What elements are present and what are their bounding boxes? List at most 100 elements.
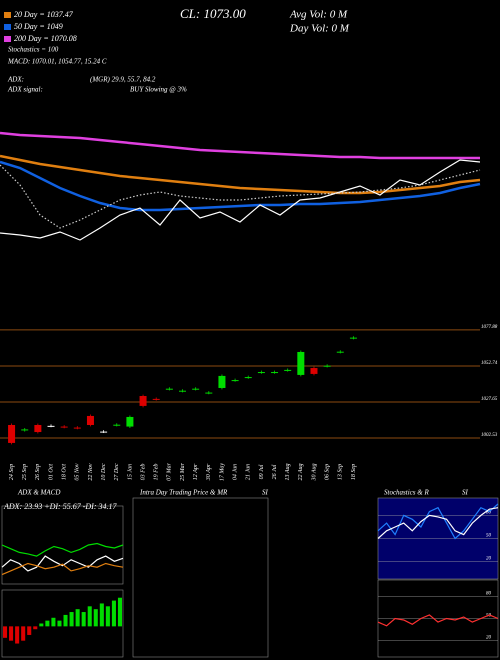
histogram-bar <box>3 626 8 638</box>
y-tick-label: 20 <box>486 636 492 641</box>
legend-swatch <box>4 24 11 30</box>
candle-body <box>297 351 305 375</box>
candle-body <box>152 398 160 400</box>
x-tick-label: 22 Nov <box>88 463 94 481</box>
x-tick-label: 06 Sep <box>325 464 331 480</box>
candle-body <box>126 416 134 427</box>
series-line <box>0 164 481 229</box>
x-tick-label: 18 Oct <box>62 464 68 480</box>
annotation: Day Vol: 0 M <box>289 23 350 35</box>
x-tick-label: 13 Sep <box>338 464 344 480</box>
x-tick-label: 09 Jul <box>259 464 265 479</box>
histogram-bar <box>39 623 44 627</box>
candle-body <box>284 369 292 371</box>
histogram-bar <box>45 620 50 627</box>
series-line <box>377 614 499 627</box>
x-tick-label: 12 Apr <box>193 463 199 480</box>
x-tick-label: 21 Jun <box>246 464 252 480</box>
panel-subtitle: SI <box>262 489 269 497</box>
x-tick-label: 30 Apr <box>206 463 212 481</box>
histogram-bar <box>75 609 80 627</box>
panel-title: ADX & MACD <box>17 489 60 497</box>
histogram-bar <box>69 612 74 627</box>
candle-body <box>139 396 147 406</box>
histogram-bar <box>99 603 104 627</box>
x-tick-label: 27 Dec <box>114 463 120 480</box>
histogram-bar <box>27 626 32 635</box>
candle-body <box>244 377 252 379</box>
candle-body <box>60 426 68 428</box>
series-line <box>0 154 481 195</box>
series-line <box>377 503 499 540</box>
histogram-bar <box>81 612 86 627</box>
x-tick-label: 25 Mar <box>180 462 186 480</box>
candle-body <box>336 351 344 353</box>
x-tick-label: 10 Dec <box>101 463 107 480</box>
x-tick-label: 13 Aug <box>285 463 291 480</box>
histogram-bar <box>51 617 56 627</box>
x-tick-label: 26 Jul <box>272 464 278 479</box>
candle-body <box>192 388 200 390</box>
legend-swatch <box>4 36 11 42</box>
x-tick-label: 25 Sep <box>22 464 28 480</box>
annotation: ADX signal: <box>7 86 43 94</box>
legend-swatch <box>4 12 11 18</box>
x-tick-label: 01 Oct <box>48 464 54 480</box>
candle-body <box>231 380 239 382</box>
candle-body <box>205 392 213 394</box>
y-tick-label: 80 <box>486 511 492 516</box>
histogram-bar <box>93 609 98 627</box>
histogram-bar <box>63 614 68 627</box>
histogram-bar <box>117 597 122 627</box>
histogram-bar <box>15 626 20 644</box>
x-tick-label: 22 Aug <box>298 463 304 480</box>
x-tick-label: 05 Nov <box>75 463 81 481</box>
x-tick-label: 30 Aug <box>311 463 317 481</box>
candle-body <box>165 388 173 390</box>
histogram-bar <box>9 626 14 641</box>
y-tick-label: 80 <box>486 592 492 597</box>
annotation: Stochastics = 100 <box>8 46 59 54</box>
annotation: CL: 1073.00 <box>180 6 246 21</box>
y-tick-label: 50 <box>486 534 492 539</box>
candle-body <box>8 424 16 443</box>
x-tick-label: 04 Jun <box>231 464 238 480</box>
x-tick-label: 07 Mar <box>167 462 173 480</box>
panel <box>1 589 124 658</box>
panel-title: Intra Day Trading Price & MR <box>139 489 228 497</box>
candle-body <box>271 372 279 374</box>
candle-body <box>179 390 186 392</box>
panel <box>1 505 124 585</box>
x-tick-label: 19 Feb <box>154 464 160 481</box>
candle-body <box>257 372 265 374</box>
candle-body <box>21 429 29 431</box>
x-tick-label: 17 May <box>219 463 225 481</box>
series-line <box>0 159 481 241</box>
y-tick-label: 1077.88 <box>481 325 498 330</box>
x-tick-label: 15 Jan <box>127 464 133 480</box>
candle-body <box>218 375 226 388</box>
series-line <box>377 507 499 539</box>
x-tick-label: 26 Sep <box>35 464 41 480</box>
series-line <box>1 542 124 557</box>
y-tick-label: 1002.53 <box>481 433 498 438</box>
annotation: Avg Vol: 0 M <box>289 9 348 21</box>
histogram-bar <box>111 600 116 627</box>
series-line <box>1 562 124 576</box>
legend-entry: 20 Day = 1037.47 <box>14 10 74 19</box>
candle-body <box>34 424 42 433</box>
candle-body <box>73 427 81 429</box>
annotation: ADX: 23.93 +DI: 55.67 -DI: 34.17 <box>3 502 117 511</box>
panel-title: Stochastics & R <box>384 489 429 497</box>
histogram-bar <box>21 626 26 641</box>
candle-body <box>323 365 331 367</box>
panel-subtitle: SI <box>462 489 469 497</box>
candle-body <box>349 337 357 339</box>
histogram-bar <box>33 626 38 630</box>
y-tick-label: 20 <box>486 557 492 562</box>
histogram-bar <box>87 606 92 627</box>
x-tick-label: 24 Sep <box>8 464 15 480</box>
annotation: (MGR) 29.9, 55.7, 84.2 <box>90 76 156 84</box>
annotation: ADX: <box>7 76 24 84</box>
